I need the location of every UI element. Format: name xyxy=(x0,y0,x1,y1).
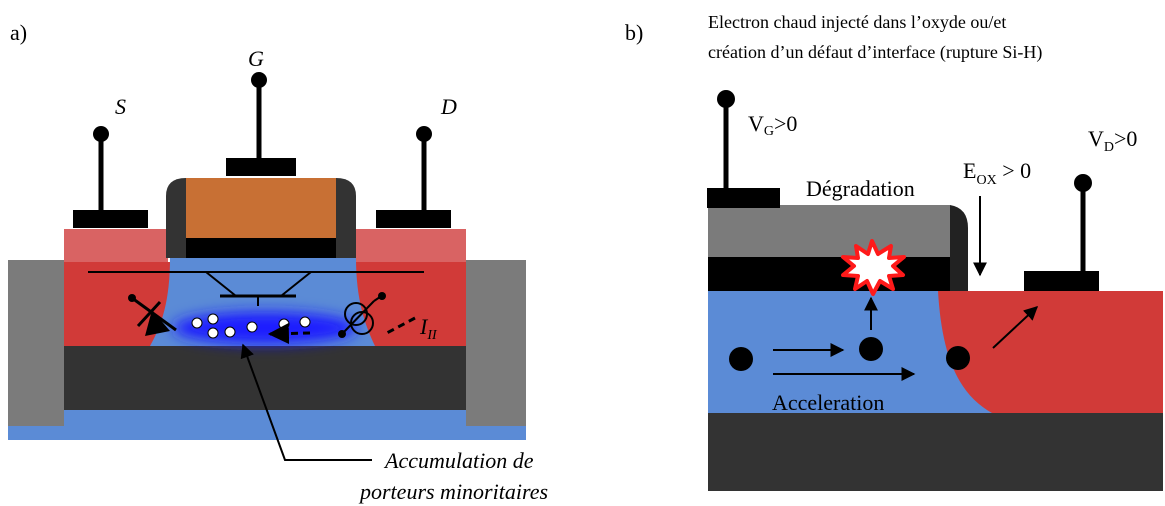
electron-1 xyxy=(729,347,753,371)
substrate-dark xyxy=(708,413,1163,491)
parasitic-transistor-symbol xyxy=(88,271,424,306)
acceleration-label: Acceleration xyxy=(772,390,884,415)
drain-region xyxy=(356,229,466,262)
drain-contact-b xyxy=(1024,271,1099,291)
drain-arrow xyxy=(992,306,1039,349)
drain-contact xyxy=(376,210,451,228)
caption-line-1: Electron chaud injecté dans l’oxyde ou/e… xyxy=(708,12,1006,32)
electron-3 xyxy=(946,346,970,370)
minority-carriers xyxy=(191,313,311,339)
drain-region-b xyxy=(938,291,1163,413)
gate-terminal-dot-b xyxy=(717,90,735,108)
substrate-blue-strip xyxy=(8,426,526,440)
substrate-blue xyxy=(64,410,466,426)
gate-grey xyxy=(708,205,950,257)
annotation-line-1: Accumulation de xyxy=(383,448,534,473)
isolation-right xyxy=(466,260,526,426)
carrier-glow xyxy=(173,312,357,344)
source-contact xyxy=(73,210,148,228)
gate-electrode xyxy=(186,178,336,238)
panel-b: b) Electron chaud injecté dans l’oxyde o… xyxy=(625,12,1163,491)
electron-2 xyxy=(859,337,883,361)
gate-label: G xyxy=(248,46,264,71)
source-region xyxy=(64,229,168,262)
defect-burst-icon xyxy=(841,239,906,296)
drain-label: D xyxy=(440,94,457,119)
gate-oxide-b xyxy=(708,257,950,291)
panel-a-label: a) xyxy=(10,20,27,45)
gate-contact xyxy=(226,158,296,176)
vd-label: VD>0 xyxy=(1088,126,1137,155)
diode-symbol xyxy=(128,294,177,336)
annotation-pointer xyxy=(240,343,372,461)
drain-terminal-dot-b xyxy=(1074,174,1092,192)
source-terminal-dot xyxy=(93,126,109,142)
drain-terminal-dot xyxy=(416,126,432,142)
caption-line-2: création d’un défaut d’interface (ruptur… xyxy=(708,42,1042,63)
current-label: III xyxy=(419,314,438,343)
isolation-left xyxy=(8,260,64,426)
panel-b-label: b) xyxy=(625,20,643,45)
panel-a: a) S G D xyxy=(8,20,548,504)
annotation-line-2: porteurs minoritaires xyxy=(358,479,548,504)
gate-oxide xyxy=(186,238,336,258)
buried-layer xyxy=(64,346,466,410)
eox-label: EOX > 0 xyxy=(963,158,1031,188)
current-source-symbol xyxy=(267,292,416,345)
source-label: S xyxy=(115,94,126,119)
gate-terminal-dot xyxy=(251,72,267,88)
degradation-label: Dégradation xyxy=(806,176,915,201)
vg-label: VG>0 xyxy=(748,111,797,139)
gate-contact-b xyxy=(707,188,780,208)
